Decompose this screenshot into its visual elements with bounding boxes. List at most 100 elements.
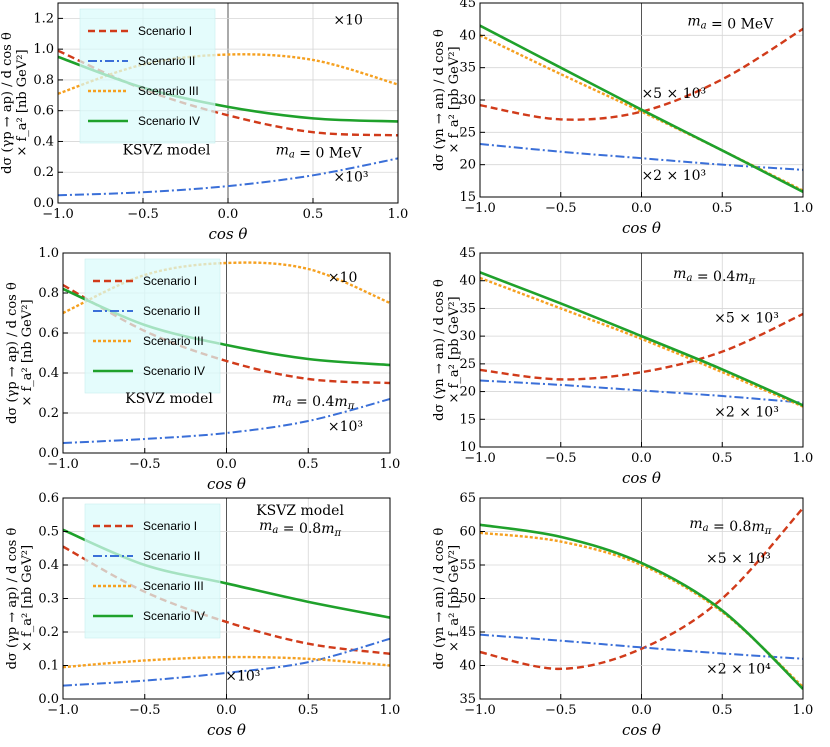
annotation: ×5 × 10³ [714,310,779,326]
y-tick-label: 15 [459,190,476,205]
y-tick-label: 0.4 [38,558,59,573]
x-tick-label: −1.0 [47,703,79,718]
legend-label: Scenario II [138,54,195,68]
y-tick-label: 0.4 [38,366,59,381]
series-line-scenario-iv [480,523,803,690]
y-tick-label: 1.0 [33,42,54,57]
series-line-scenario-ii [480,142,803,171]
annotation: ×5 × 10³ [706,551,771,567]
series-line-scenario-i [480,27,803,121]
legend-label: Scenario III [143,334,204,348]
x-axis-label: cos θ [622,219,661,237]
legend-label: Scenario I [143,274,197,288]
annotation: ×10 [333,13,363,29]
series-line-scenario-iii [63,655,390,669]
annotation: KSVZ model [123,143,211,159]
x-tick-label: −1.0 [42,207,74,222]
x-tick-label: 0.0 [216,457,237,472]
y-tick-label: 1.0 [38,246,59,261]
y-tick-label: 45 [459,625,476,640]
x-tick-label: 1.0 [793,703,814,718]
x-axis-label: cos θ [207,721,246,739]
x-tick-label: 0.5 [712,451,733,466]
y-axis-label: dσ (γn → an) / d cos θ× f_a² [pb GeV²] [432,29,462,171]
x-axis-label: cos θ [622,721,661,739]
y-tick-label: 0.1 [38,659,59,674]
x-tick-label: 1.0 [793,451,814,466]
legend-label: Scenario II [143,549,200,563]
x-tick-label: 0.0 [218,207,239,222]
y-tick-label: 0.8 [38,286,59,301]
annotation: ma = 0 MeV [687,14,774,33]
y-tick-label: 0.2 [38,406,59,421]
x-tick-label: −1.0 [464,201,496,216]
series-line-scenario-i [480,507,803,671]
series-line-scenario-ii [480,633,803,660]
panel-top-right: −1.0 −0.5 0.0 0.5 1.0 15 20 25 30 35 40 45 cos θ dσ (… [432,0,813,237]
y-tick-label: 15 [459,412,476,427]
y-tick-label: 25 [459,125,476,140]
y-tick-label: 20 [459,158,476,173]
y-axis-label: dσ (γp → ap) / d cos θ× f_a² [nb GeV²] [5,282,35,424]
y-tick-label: 45 [459,0,476,11]
annotation: ×2 × 10³ [714,405,779,421]
y-tick-label: 40 [459,659,476,674]
x-tick-label: 0.5 [303,207,324,222]
x-tick-label: −1.0 [464,703,496,718]
legend-label: Scenario II [143,304,200,318]
x-tick-label: −0.5 [545,703,577,718]
y-tick-label: 45 [459,246,476,261]
legend-label: Scenario IV [143,609,205,623]
y-axis-label: dσ (γp → ap) / d cos θ× f_a² [nb GeV²] [0,32,30,174]
y-tick-label: 0.6 [38,491,59,506]
x-tick-label: 0.5 [298,457,319,472]
legend-label: Scenario III [138,84,199,98]
x-axis-label: cos θ [209,225,248,243]
series-line-scenario-iv [480,24,803,193]
panel-middle-right: −1.0 −0.5 0.0 0.5 1.0 10 15 20 25 30 35 40 45 cos θ dσ… [432,246,813,487]
series-line-scenario-iii [480,276,803,408]
y-tick-label: 50 [459,592,476,607]
x-tick-label: −0.5 [129,703,161,718]
y-tick-label: 0.0 [38,692,59,707]
annotation: KSVZ model [256,503,344,519]
panel-bottom-right: −1.0 −0.5 0.0 0.5 1.0 35 40 45 50 55 60 65 cos θ dσ (… [432,491,813,739]
x-tick-label: 1.0 [380,457,401,472]
y-tick-label: 35 [459,692,476,707]
y-tick-label: 25 [459,357,476,372]
x-tick-label: −1.0 [464,451,496,466]
x-tick-label: 0.5 [298,703,319,718]
y-tick-label: 65 [459,491,476,506]
series-line-scenario-ii [480,379,803,404]
x-tick-label: 0.5 [712,201,733,216]
series-line-scenario-ii [63,398,390,444]
legend-label: Scenario III [143,579,204,593]
y-tick-label: 0.3 [38,592,59,607]
y-tick-label: 0.6 [33,104,54,119]
y-tick-label: 30 [459,329,476,344]
y-tick-label: 40 [459,28,476,43]
x-tick-label: 1.0 [793,201,814,216]
y-tick-label: 0.5 [38,525,59,540]
y-tick-label: 0.0 [33,196,54,211]
x-tick-label: 1.0 [380,703,401,718]
annotation: ×2 × 10⁴ [706,662,771,678]
annotation: ma = 0.4mπ [673,266,755,287]
y-axis-label: dσ (γn → an) / d cos θ× f_a² [pb GeV²] [432,527,462,669]
annotation: ×2 × 10³ [641,168,706,184]
y-tick-label: 60 [459,525,476,540]
x-tick-label: −0.5 [545,451,577,466]
y-tick-label: 0.2 [33,165,54,180]
y-tick-label: 35 [459,301,476,316]
x-tick-label: 0.5 [712,703,733,718]
annotation: ×5 × 10³ [641,86,706,102]
x-axis-label: cos θ [622,469,661,487]
x-axis-label: cos θ [207,475,246,493]
y-tick-label: 0.8 [33,73,54,88]
series-line-scenario-i [63,545,390,655]
series-line-scenario-ii [63,637,390,687]
annotation: ma = 0.8mπ [259,518,341,539]
legend-label: Scenario I [143,519,197,533]
annotation: KSVZ model [125,391,213,407]
